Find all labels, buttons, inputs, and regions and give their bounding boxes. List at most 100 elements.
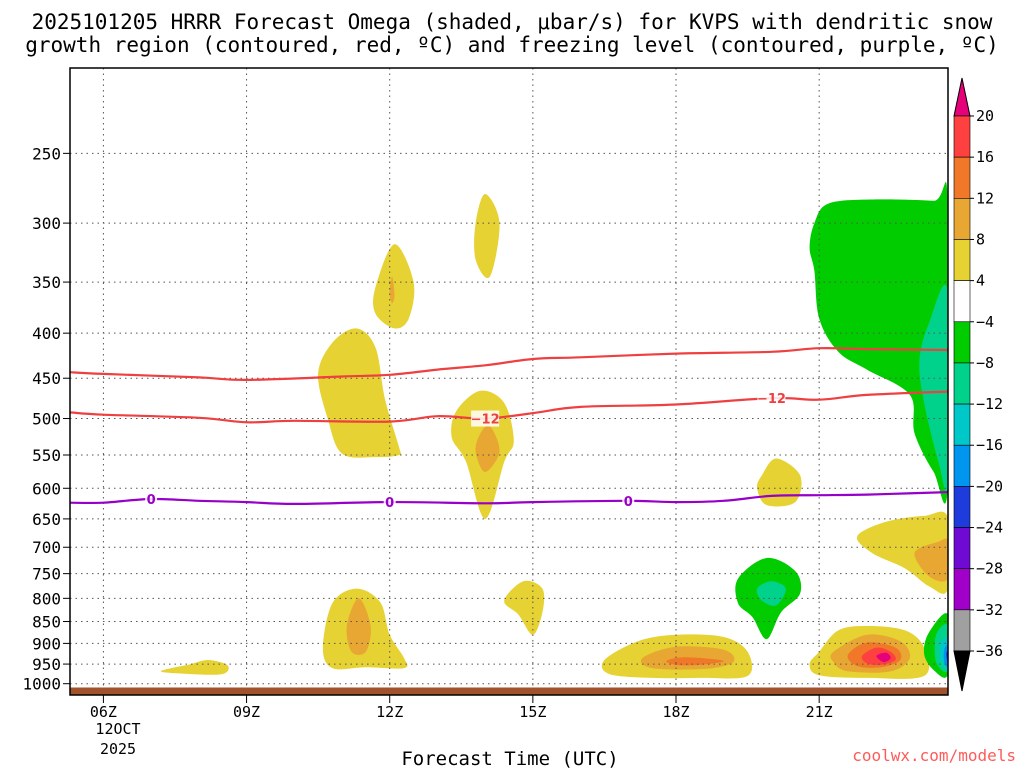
- colorbar-bin-1: [953, 115, 971, 158]
- colorbar-bin-4: [953, 239, 971, 281]
- contour-label-dgz-bottom-0: −12: [471, 413, 500, 428]
- colorbar-bin-2: [953, 156, 971, 199]
- y-tick-label-300: 300: [32, 214, 61, 233]
- omega-shade-downward-motion-280-590-23z-level-0: [809, 181, 948, 504]
- source-credit: coolwx.com/models: [852, 746, 1016, 765]
- colorbar-bin-11: [953, 527, 971, 569]
- ground-surface: [70, 687, 948, 695]
- omega-region-upward-motion-280-345-14z: [474, 194, 500, 279]
- colorbar-bin-7: [953, 362, 971, 405]
- contour-freezing-level: [70, 491, 948, 506]
- colorbar-label-10: −24: [976, 519, 1003, 537]
- contour-label-bg-dgz-bottom-1: [757, 390, 786, 407]
- y-tick-label-750: 750: [32, 565, 61, 584]
- colorbar: 20 16 12 8 4 −4 −8 −12 −16 −20 −24 −28 −32 −36: [953, 77, 1003, 692]
- colorbar-bin-9: [953, 444, 971, 487]
- omega-shade-upward-motion-660-780-23z-level-0: [856, 511, 948, 594]
- omega-shade-upward-motion-660-780-23z-level-1: [914, 538, 948, 582]
- contour-label-bg-freezing-level-2: [622, 492, 635, 509]
- temperature-contours: −12 −12 0 0 0: [70, 346, 948, 511]
- colorbar-label-6: −8: [976, 354, 994, 372]
- omega-shade-upward-motion-850-980-18z-level-2: [666, 657, 724, 666]
- colorbar-bin-12: [953, 568, 971, 611]
- contour-label-bg-dgz-bottom-0: [471, 410, 500, 427]
- colorbar-arrow-bottom: [953, 650, 971, 692]
- omega-shaded-regions: [160, 181, 948, 679]
- colorbar-bin-5: [953, 280, 971, 323]
- contour-label-dgz-bottom-1: −12: [757, 392, 786, 407]
- colorbar-label-4: 4: [976, 272, 985, 290]
- x-start-date-label-year: 2025: [100, 740, 136, 758]
- colorbar-label-2: 12: [976, 189, 994, 207]
- colorbar-arrow-top: [953, 77, 971, 117]
- chart-title-line-2: growth region (contoured, red, ºC) and f…: [25, 33, 999, 57]
- y-tick-label-950: 950: [32, 655, 61, 674]
- y-tick-label-900: 900: [32, 634, 61, 653]
- contour-label-bg-freezing-level-0: [145, 490, 158, 507]
- y-tick-label-650: 650: [32, 510, 61, 529]
- colorbar-label-11: −28: [976, 560, 1003, 578]
- y-tick-label-450: 450: [32, 369, 61, 388]
- omega-shade-downward-motion-750-880-20z-level-1: [756, 581, 786, 606]
- contour-label-freezing-level-2: 0: [624, 495, 633, 510]
- omega-region-upward-motion-1000-950-07z: [160, 659, 229, 675]
- colorbar-bin-3: [953, 198, 971, 240]
- x-tick-label-18Z: 18Z: [662, 703, 689, 721]
- colorbar-bin-13: [953, 609, 971, 652]
- omega-region-upward-motion-560-625-20z: [756, 458, 802, 507]
- y-tick-label-350: 350: [32, 273, 61, 292]
- y-tick-label-700: 700: [32, 538, 61, 557]
- colorbar-label-7: −12: [976, 395, 1003, 413]
- colorbar-bin-10: [953, 486, 971, 528]
- omega-shade-downward-motion-280-590-23z-level-1: [919, 284, 948, 493]
- plot-area: −12 −12 0 0 0: [69, 67, 949, 696]
- y-tick-label-250: 250: [32, 144, 61, 163]
- omega-region-upward-motion-850-980-22z: [809, 626, 930, 679]
- omega-region-downward-motion-750-880-20z: [735, 557, 802, 640]
- colorbar-label-0: 20: [976, 107, 994, 125]
- omega-shade-upward-motion-400-550-11z-level-0: [318, 328, 402, 458]
- colorbar-bin-8: [953, 403, 971, 446]
- colorbar-label-12: −32: [976, 601, 1003, 619]
- omega-region-upward-motion-850-950-11z: [322, 588, 408, 670]
- omega-region-upward-motion-300-390-12z: [373, 244, 415, 329]
- contour-label-freezing-level-0: 0: [147, 493, 156, 508]
- y-tick-label-550: 550: [32, 446, 61, 465]
- x-tick-label-09Z: 09Z: [233, 703, 260, 721]
- omega-region-upward-motion-700-850-15z: [504, 580, 545, 635]
- colorbar-label-1: 16: [976, 148, 994, 166]
- omega-shade-upward-motion-300-390-12z-level-1: [389, 276, 395, 304]
- grid-lines: [70, 68, 948, 695]
- omega-shade-upward-motion-850-980-22z-level-4: [876, 652, 891, 663]
- x-tick-label-06Z: 06Z: [90, 703, 117, 721]
- contour-label-freezing-level-1: 0: [385, 496, 394, 511]
- y-axis-ticks: 250 300 350 400 450 500 550 600 650 700 750 800 850 9…: [22, 144, 70, 694]
- omega-region-upward-motion-660-780-23z: [856, 511, 948, 594]
- x-axis-label: Forecast Time (UTC): [401, 748, 618, 768]
- omega-shade-upward-motion-850-950-11z-level-1: [346, 598, 371, 656]
- y-tick-label-600: 600: [32, 479, 61, 498]
- omega-shade-upward-motion-1000-950-07z-level-0: [160, 659, 229, 675]
- y-tick-label-400: 400: [32, 324, 61, 343]
- omega-region-upward-motion-400-550-11z: [318, 328, 402, 458]
- colorbar-bin-6: [953, 321, 971, 364]
- colorbar-label-8: −16: [976, 436, 1003, 454]
- colorbar-label-3: 8: [976, 230, 985, 248]
- y-tick-label-1000: 1000: [22, 675, 61, 694]
- omega-region-downward-motion-280-590-23z: [809, 181, 948, 504]
- y-tick-label-800: 800: [32, 589, 61, 608]
- y-tick-label-850: 850: [32, 613, 61, 632]
- y-tick-label-500: 500: [32, 410, 61, 429]
- colorbar-label-13: −36: [976, 642, 1003, 660]
- colorbar-label-5: −4: [976, 313, 994, 331]
- x-tick-label-12Z: 12Z: [376, 703, 403, 721]
- omega-region-upward-motion-850-980-18z: [601, 634, 753, 679]
- omega-shade-upward-motion-700-850-15z-level-0: [504, 580, 545, 635]
- x-axis-ticks: 06Z 09Z 12Z 15Z 18Z 21Z: [90, 695, 833, 721]
- omega-shade-upward-motion-460-640-14z-level-1: [475, 425, 500, 472]
- omega-shade-downward-motion-800-960-23z-level-3: [943, 644, 948, 667]
- omega-shade-upward-motion-280-345-14z-level-0: [474, 194, 500, 279]
- x-tick-label-21Z: 21Z: [806, 703, 833, 721]
- x-start-date-label-month: 12OCT: [95, 720, 140, 738]
